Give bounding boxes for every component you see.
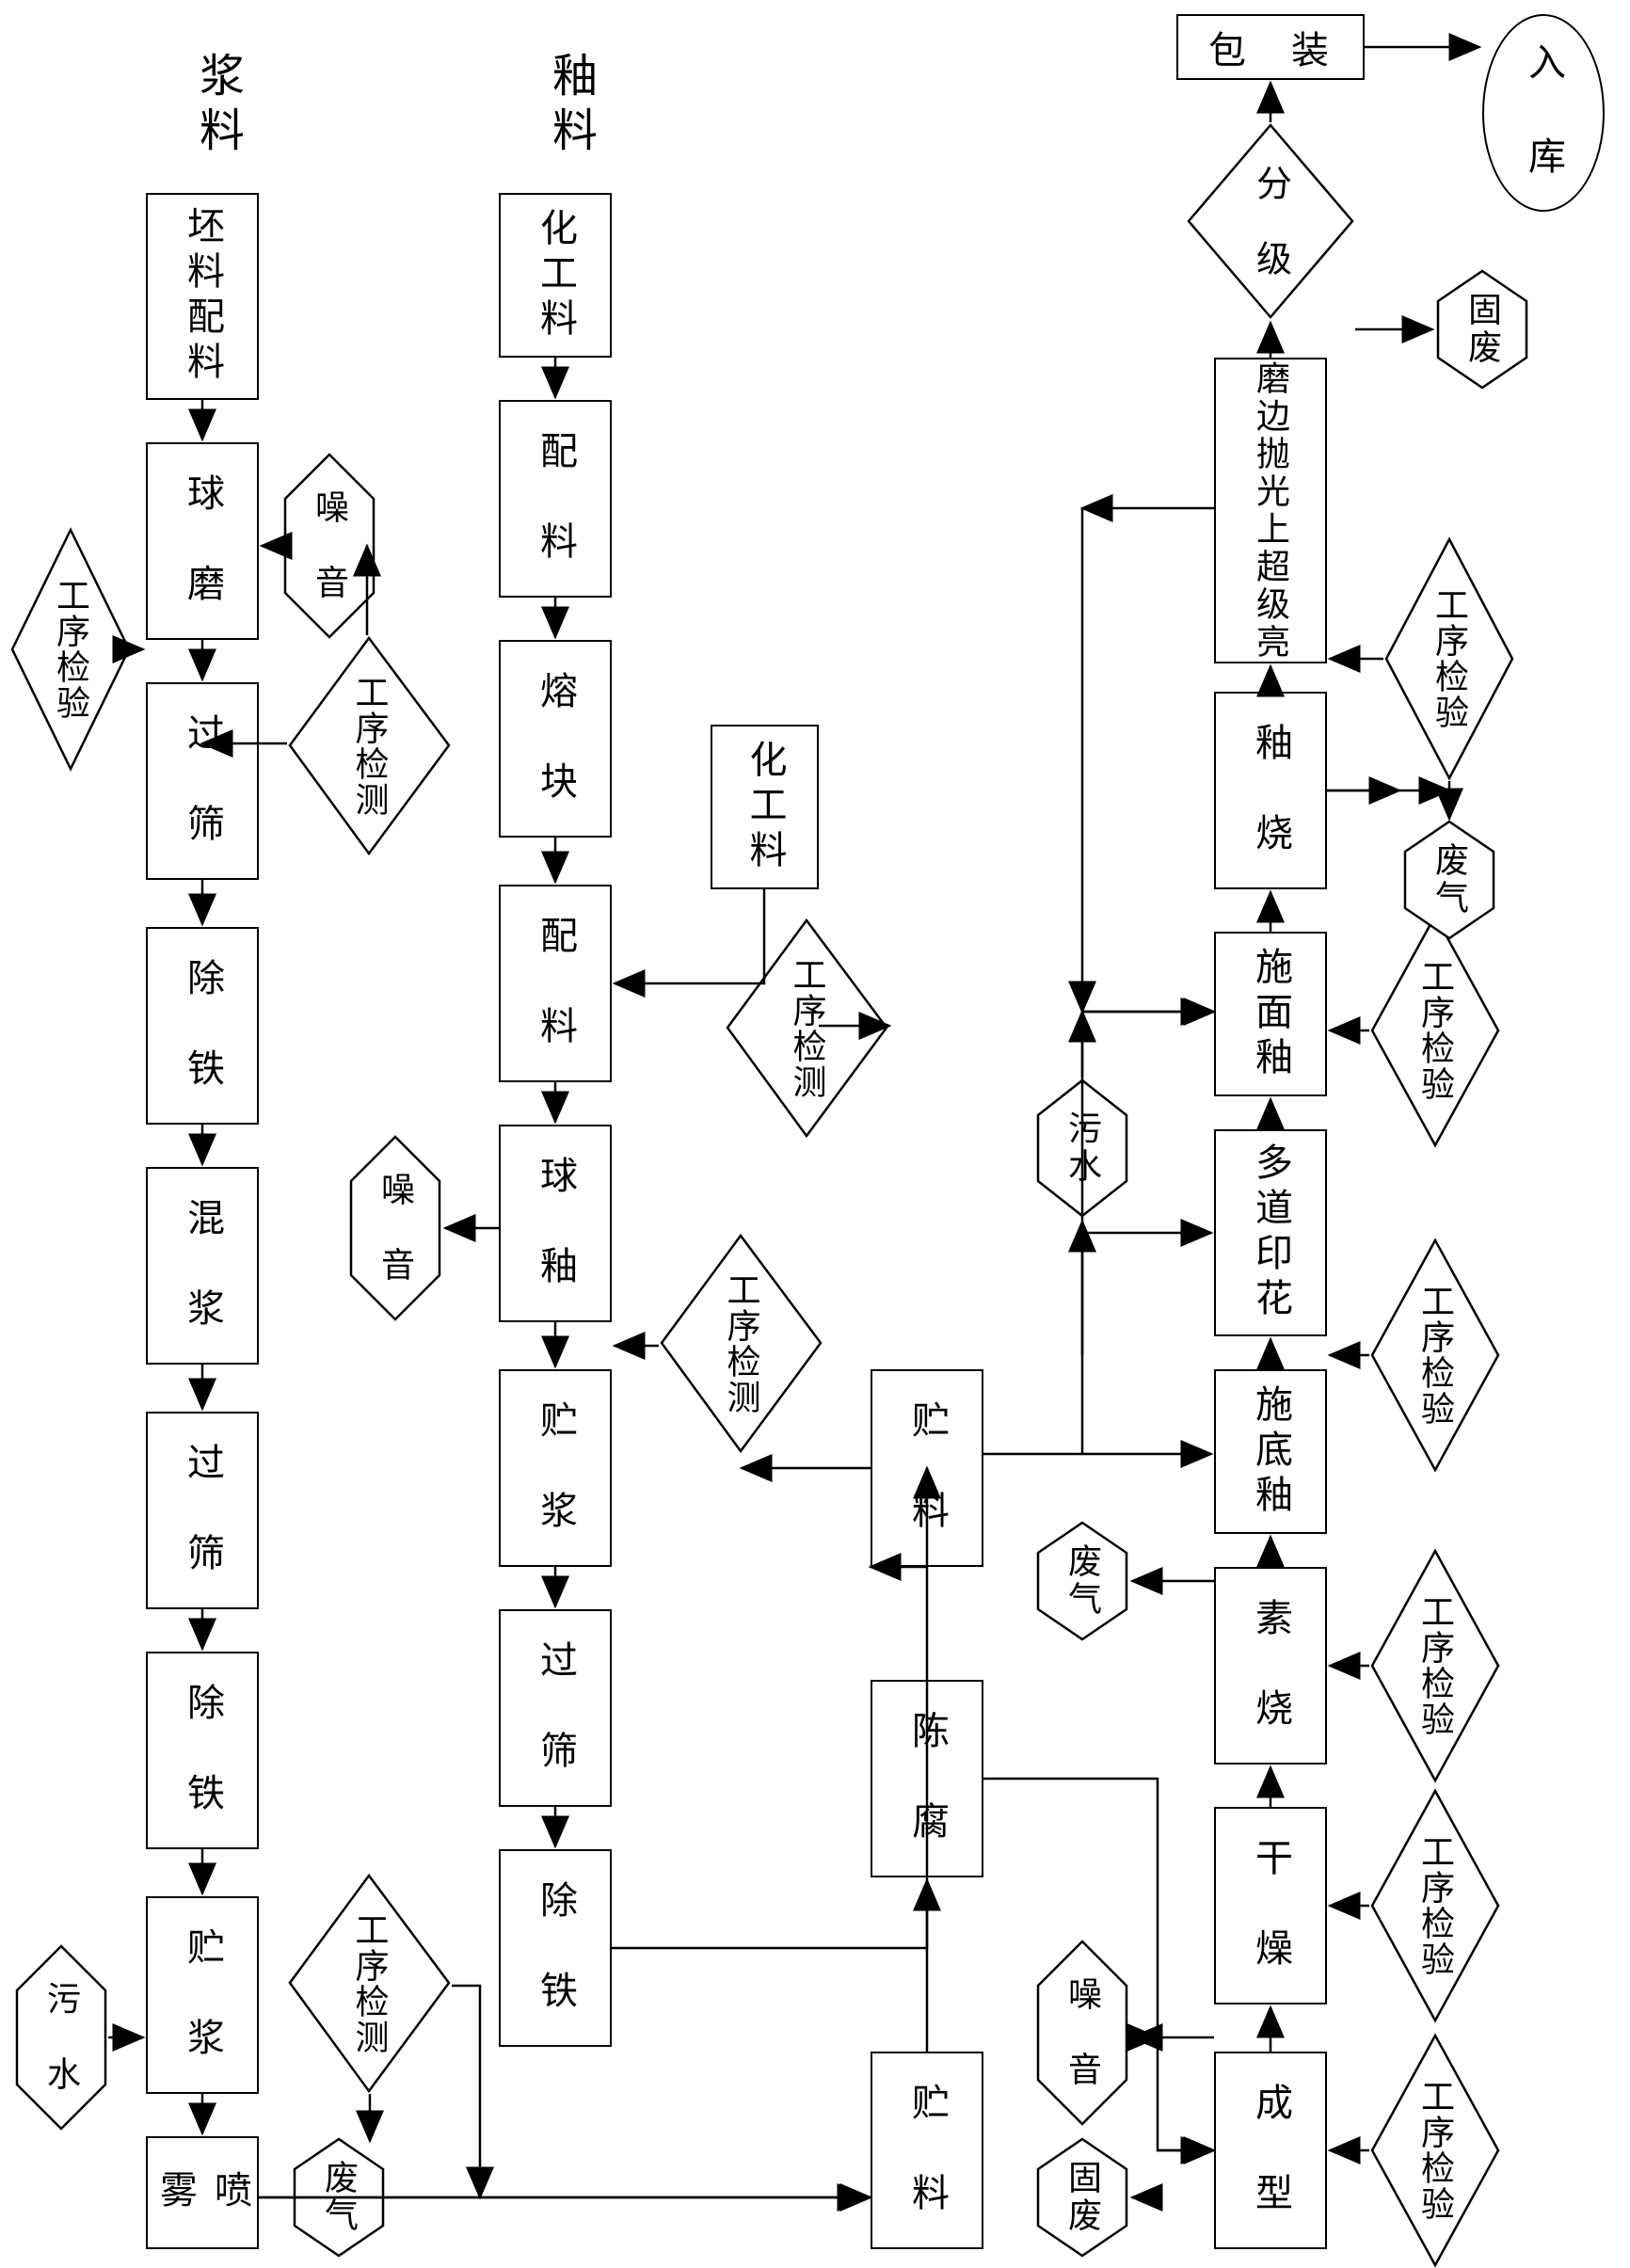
- hex-solid-2: 固废: [1435, 268, 1529, 391]
- diamond-check-4: 工序检测: [659, 1233, 823, 1454]
- node-bisque-firing: 素 烧: [1214, 1567, 1327, 1765]
- node-printing: 多道印花: [1214, 1129, 1327, 1336]
- node-sieve-2: 过 筛: [146, 1412, 259, 1609]
- diamond-grading: 分 级: [1186, 122, 1355, 320]
- node-glaze-firing: 釉 烧: [1214, 692, 1327, 889]
- node-batching-2: 配 料: [499, 885, 612, 1082]
- diamond-check-1: 工序检验: [9, 527, 132, 772]
- node-chem-2: 化工料: [711, 725, 819, 889]
- diamond-check-3: 工序检测: [287, 1873, 452, 2094]
- ellipse-storage: 入 库: [1482, 14, 1605, 212]
- node-sieve-3: 过 筛: [499, 1609, 612, 1807]
- hex-noise-1: 噪 音: [282, 452, 376, 640]
- node-top-glaze: 施面釉: [1214, 932, 1327, 1096]
- node-aging: 陈 腐: [871, 1680, 983, 1877]
- node-base-glaze: 施底釉: [1214, 1369, 1327, 1534]
- diamond-check-10: 工序检验: [1369, 913, 1501, 1148]
- hex-solid-1: 固废: [1035, 2136, 1129, 2259]
- node-forming: 成 型: [1214, 2052, 1327, 2249]
- hex-noise-3: 噪 音: [1035, 1939, 1129, 2127]
- node-melt-block: 熔 块: [499, 640, 612, 838]
- hex-gas-3: 废气: [1402, 819, 1496, 941]
- hex-sewage-1: 污 水: [14, 1943, 108, 2132]
- node-store-slurry-1: 贮 浆: [146, 1896, 259, 2094]
- node-body-material: 坯料配料: [146, 193, 259, 400]
- hex-gas-2: 废气: [1035, 1520, 1129, 1642]
- node-chem-1: 化工料: [499, 193, 612, 358]
- diamond-check-8: 工序检验: [1369, 1548, 1501, 1783]
- diamond-check-6: 工序检验: [1369, 2033, 1501, 2268]
- header-glaze: 釉料: [536, 52, 602, 161]
- node-sieve-1: 过 筛: [146, 682, 259, 880]
- hex-noise-2: 噪 音: [348, 1134, 442, 1322]
- node-spray: 喷 雾: [146, 2136, 259, 2249]
- header-slurry: 浆料: [184, 52, 249, 161]
- diamond-check-2: 工序检测: [287, 635, 452, 856]
- diamond-check-7: 工序检验: [1369, 1788, 1501, 2023]
- node-store-slurry-2: 贮 浆: [499, 1369, 612, 1567]
- node-polish: 磨边抛光上超级亮: [1214, 358, 1327, 663]
- hex-gas-1: 废气: [292, 2136, 386, 2259]
- node-mix-slurry: 混 浆: [146, 1167, 259, 1365]
- node-drying: 干 燥: [1214, 1807, 1327, 2004]
- node-iron-removal-3: 除 铁: [499, 1849, 612, 2047]
- node-store-material-2: 贮 料: [871, 2052, 983, 2249]
- node-iron-removal-1: 除 铁: [146, 927, 259, 1125]
- hex-sewage-2: 污水: [1035, 1078, 1129, 1219]
- diamond-check-5: 工序检测: [725, 918, 889, 1139]
- node-store-material-1: 贮 料: [871, 1369, 983, 1567]
- diamond-check-9: 工序检验: [1369, 1238, 1501, 1473]
- node-batching-1: 配 料: [499, 400, 612, 598]
- node-iron-removal-2: 除 铁: [146, 1652, 259, 1849]
- node-ball-glaze: 球 釉: [499, 1125, 612, 1322]
- node-packing: 包 装: [1176, 14, 1365, 80]
- diamond-check-11: 工序检验: [1383, 536, 1515, 781]
- node-ball-mill-1: 球 磨: [146, 442, 259, 640]
